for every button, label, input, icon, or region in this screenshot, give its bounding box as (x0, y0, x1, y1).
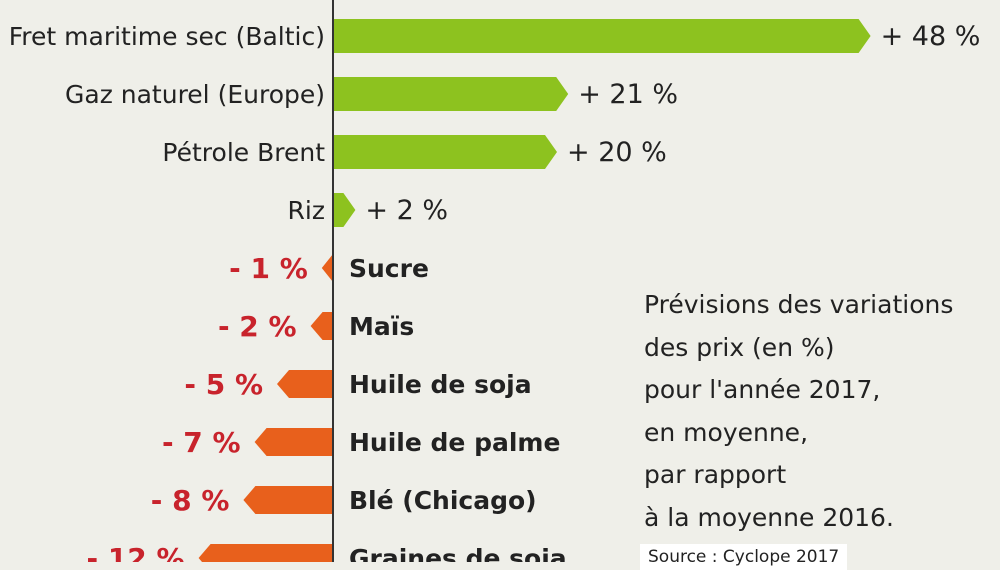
note-line: à la moyenne 2016. (644, 502, 894, 532)
value-label: + 20 % (567, 137, 667, 168)
bar (333, 193, 356, 227)
value-label: - 1 % (229, 252, 308, 285)
bar (321, 254, 333, 282)
note-line: pour l'année 2017, (644, 375, 881, 404)
note-line: des prix (en %) (644, 332, 835, 362)
bar (198, 544, 333, 562)
bar (333, 135, 557, 169)
bar (310, 312, 333, 340)
category-label: Huile de palme (349, 428, 560, 457)
note-line: par rapport (644, 460, 787, 489)
note-line: Prévisions des variations (644, 290, 954, 319)
value-label: - 12 % (86, 542, 184, 562)
bar (333, 19, 871, 53)
value-label: - 5 % (184, 368, 263, 401)
category-label: Fret maritime sec (Baltic) (9, 22, 325, 51)
bar (243, 486, 333, 514)
chart-note: Prévisions des variations des prix (en %… (644, 284, 953, 539)
category-label: Pétrole Brent (162, 138, 325, 167)
bar (254, 428, 333, 456)
note-line: en moyenne, (644, 417, 809, 447)
category-label: Maïs (349, 312, 414, 341)
value-label: + 2 % (365, 195, 448, 226)
category-label: Riz (288, 196, 325, 225)
bar (333, 77, 569, 111)
category-label: Graines de soja (349, 544, 567, 562)
value-label: - 2 % (218, 310, 297, 343)
value-label: + 21 % (578, 79, 678, 110)
category-label: Blé (Chicago) (349, 486, 537, 515)
category-label: Huile de soja (349, 370, 532, 399)
value-label: - 8 % (151, 484, 230, 517)
source-label: Source : Cyclope 2017 (640, 544, 848, 570)
bar (277, 370, 333, 398)
value-label: - 7 % (162, 426, 241, 459)
category-label: Gaz naturel (Europe) (65, 80, 325, 109)
category-label: Sucre (349, 254, 429, 283)
value-label: + 48 % (881, 21, 981, 52)
